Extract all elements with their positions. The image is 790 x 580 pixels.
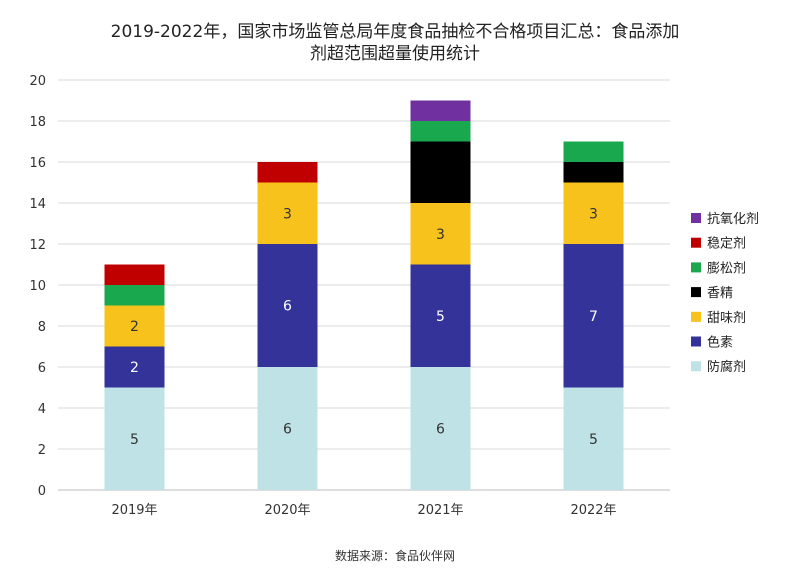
bar-segment (563, 182, 624, 244)
data-label: 5 (436, 309, 445, 325)
bar-segment (410, 121, 471, 142)
y-tick-label: 4 (38, 402, 46, 417)
y-tick-label: 6 (38, 361, 46, 376)
bar-segment (257, 182, 318, 244)
y-tick-label: 0 (38, 484, 46, 499)
bar-segment (563, 387, 624, 490)
bar-segment (257, 162, 318, 183)
legend-label: 香精 (707, 286, 733, 301)
y-tick-label: 18 (29, 115, 46, 130)
y-axis: 0 2 4 6 8 10 12 14 16 18 20 (29, 74, 46, 499)
x-tick-label: 2019年 (111, 503, 157, 518)
x-tick-label: 2020年 (264, 503, 310, 518)
data-label: 6 (436, 422, 445, 438)
bar-segment (410, 100, 471, 121)
y-tick-label: 20 (29, 74, 46, 89)
y-tick-label: 10 (29, 279, 46, 294)
bar-segment (104, 346, 165, 388)
bar-segment (257, 244, 318, 367)
bar-segment (410, 264, 471, 367)
legend-label: 色素 (707, 335, 733, 351)
data-label: 6 (283, 422, 292, 438)
y-tick-label: 12 (29, 238, 46, 253)
legend-swatch (691, 213, 701, 223)
data-label: 3 (436, 227, 445, 243)
legend-swatch (691, 361, 701, 372)
bar-segment (104, 387, 165, 490)
chart-title-line-2: 剂超范围超量使用统计 (310, 44, 480, 64)
y-tick-label: 14 (29, 197, 46, 212)
legend-label: 抗氧化剂 (707, 212, 759, 227)
legend-swatch (691, 237, 701, 248)
legend-label: 膨松剂 (707, 261, 746, 276)
bar-segment (563, 244, 624, 388)
bar-segment (563, 141, 624, 162)
data-label: 5 (589, 432, 598, 448)
bar-segment (104, 264, 165, 285)
legend-label: 稳定剂 (707, 236, 746, 252)
y-tick-label: 2 (38, 443, 46, 458)
y-tick-label: 8 (38, 320, 46, 335)
data-label: 2 (130, 360, 139, 376)
bar-segment (410, 203, 471, 265)
x-tick-label: 2022年 (570, 503, 616, 518)
data-source-note: 数据来源：食品伙伴网 (334, 549, 455, 563)
legend-label: 防腐剂 (707, 359, 746, 375)
legend-swatch (691, 287, 701, 298)
chart-title-line-1: 2019-2022年，国家市场监管总局年度食品抽检不合格项目汇总：食品添加 (110, 22, 680, 42)
data-label: 6 (283, 299, 292, 315)
legend-swatch (691, 311, 701, 322)
x-axis: 2019年 2020年 2021年 2022年 (111, 503, 616, 518)
bar-segment (563, 162, 624, 183)
bars: 5 2 2 6 6 3 6 5 3 5 7 3 (104, 100, 624, 490)
legend-label: 甜味剂 (707, 310, 746, 326)
bar-segment (104, 305, 165, 347)
data-label: 7 (589, 309, 598, 325)
y-tick-label: 16 (29, 156, 46, 171)
bar-segment (410, 141, 471, 203)
bar-segment (104, 285, 165, 306)
bar-segment (410, 367, 471, 490)
data-label: 3 (589, 206, 598, 222)
x-tick-label: 2021年 (417, 503, 463, 518)
legend-swatch (691, 262, 701, 273)
bar-segment (257, 367, 318, 490)
data-label: 3 (283, 206, 292, 222)
data-label: 2 (130, 319, 139, 335)
data-label: 5 (130, 432, 139, 448)
legend-swatch (691, 336, 701, 347)
